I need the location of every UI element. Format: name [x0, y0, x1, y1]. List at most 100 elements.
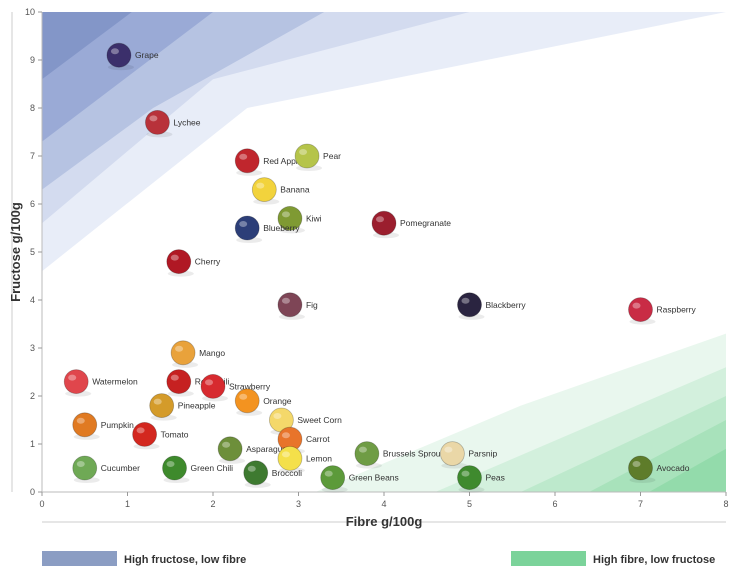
point-lemon: Lemon — [277, 445, 332, 474]
point-label: Mango — [199, 348, 225, 358]
point-label: Blueberry — [263, 223, 300, 233]
point-strawberry: Strawberry — [200, 373, 271, 402]
point-marker — [251, 177, 277, 203]
point-label: Broccoli — [272, 468, 302, 478]
point-watermelon: Watermelon — [63, 369, 138, 397]
point-highlight — [153, 398, 162, 405]
point-highlight — [166, 461, 175, 467]
y-tick-label: 9 — [30, 55, 35, 65]
x-axis-title: Fibre g/100g — [346, 514, 423, 529]
point-label: Lychee — [173, 117, 200, 127]
point-pear: Pear — [294, 143, 341, 171]
point-label: Watermelon — [92, 377, 138, 387]
point-label: Pineapple — [178, 401, 216, 411]
point-marker — [72, 412, 98, 438]
point-highlight — [444, 446, 453, 453]
point-highlight — [281, 451, 290, 458]
point-tomato: Tomato — [132, 421, 189, 450]
point-highlight — [461, 297, 470, 304]
background-bands — [42, 12, 726, 492]
point-brussels-sprout: Brussels Sprout — [354, 441, 444, 469]
point-marker — [457, 292, 482, 318]
x-tick-label: 0 — [39, 499, 44, 509]
point-fig: Fig — [277, 292, 318, 320]
point-highlight — [68, 374, 77, 381]
point-marker — [628, 297, 653, 323]
point-lychee: Lychee — [145, 110, 201, 138]
y-tick-label: 0 — [30, 487, 35, 497]
point-highlight — [170, 254, 179, 261]
point-highlight — [358, 446, 367, 453]
point-marker — [106, 42, 132, 68]
point-cucumber: Cucumber — [72, 455, 140, 483]
x-tick-label: 5 — [467, 499, 472, 509]
point-marker — [149, 393, 175, 419]
point-highlight — [281, 432, 290, 439]
legend-swatch — [42, 551, 117, 566]
point-marker — [145, 110, 170, 135]
point-peas: Peas — [457, 465, 505, 493]
y-tick-label: 10 — [25, 7, 35, 17]
y-tick-label: 2 — [30, 391, 35, 401]
point-label: Sweet Corn — [297, 415, 342, 425]
point-blackberry: Blackberry — [457, 292, 527, 320]
point-highlight — [461, 470, 470, 477]
point-marker — [277, 292, 303, 318]
x-tick-label: 3 — [296, 499, 301, 509]
point-label: Tomato — [161, 429, 189, 439]
point-label: Strawberry — [229, 381, 271, 391]
point-highlight — [76, 417, 85, 424]
legend-label: High fructose, low fibre — [124, 554, 246, 566]
point-label: Carrot — [306, 434, 330, 444]
y-tick-label: 8 — [30, 103, 35, 113]
point-blueberry: Blueberry — [234, 215, 300, 243]
y-axis-title: Fructose g/100g — [8, 202, 23, 302]
point-highlight — [281, 211, 290, 218]
point-label: Blackberry — [486, 300, 527, 310]
y-tick-label: 6 — [30, 199, 35, 209]
point-red-apple: Red Apple — [234, 148, 303, 176]
point-highlight — [299, 149, 308, 155]
point-asparagus: Asparagus — [217, 436, 287, 464]
point-highlight — [632, 302, 641, 309]
point-highlight — [175, 345, 184, 352]
point-label: Pumpkin — [101, 420, 134, 430]
point-label: Cherry — [195, 257, 221, 267]
legend-swatch — [511, 551, 586, 566]
fructose-zone-band — [42, 12, 132, 80]
axes: 0 1 2 3 4 5 6 7 8 0 1 2 3 4 5 6 7 8 9 10 Fibre g/100g Fructos… — [8, 7, 729, 529]
point-pomegranate: Pomegranate — [371, 210, 451, 239]
x-tick-label: 8 — [723, 499, 728, 509]
point-kiwi: Kiwi — [277, 205, 322, 234]
point-marker — [628, 455, 653, 481]
point-label: Red Apple — [263, 156, 302, 166]
point-label: Peas — [486, 473, 505, 483]
point-highlight — [222, 441, 231, 448]
point-highlight — [76, 461, 85, 467]
point-label: Green Chili — [191, 463, 234, 473]
point-highlight — [376, 216, 384, 223]
point-marker — [294, 143, 320, 169]
point-broccoli: Broccoli — [243, 460, 302, 488]
point-marker — [371, 210, 397, 236]
point-sweet-corn: Sweet Corn — [268, 407, 342, 435]
point-label: Brussels Sprout — [383, 449, 444, 459]
point-highlight — [170, 374, 179, 381]
point-avocado: Avocado — [628, 455, 690, 483]
y-tick-label: 7 — [30, 151, 35, 161]
point-highlight — [239, 153, 248, 160]
point-label: Pear — [323, 151, 341, 161]
legend-label: High fibre, low fructose — [593, 554, 715, 566]
point-marker — [217, 436, 243, 462]
y-tick-label: 3 — [30, 343, 35, 353]
point-marker — [132, 421, 158, 447]
point-label: Fig — [306, 300, 318, 310]
point-grape: Grape — [106, 42, 159, 71]
y-tick-label: 4 — [30, 295, 35, 305]
point-highlight — [632, 461, 641, 467]
point-cherry: Cherry — [166, 249, 221, 277]
point-label: Raspberry — [657, 305, 697, 315]
point-highlight — [239, 221, 248, 227]
point-label: Asparagus — [246, 444, 287, 454]
point-highlight — [205, 379, 213, 386]
